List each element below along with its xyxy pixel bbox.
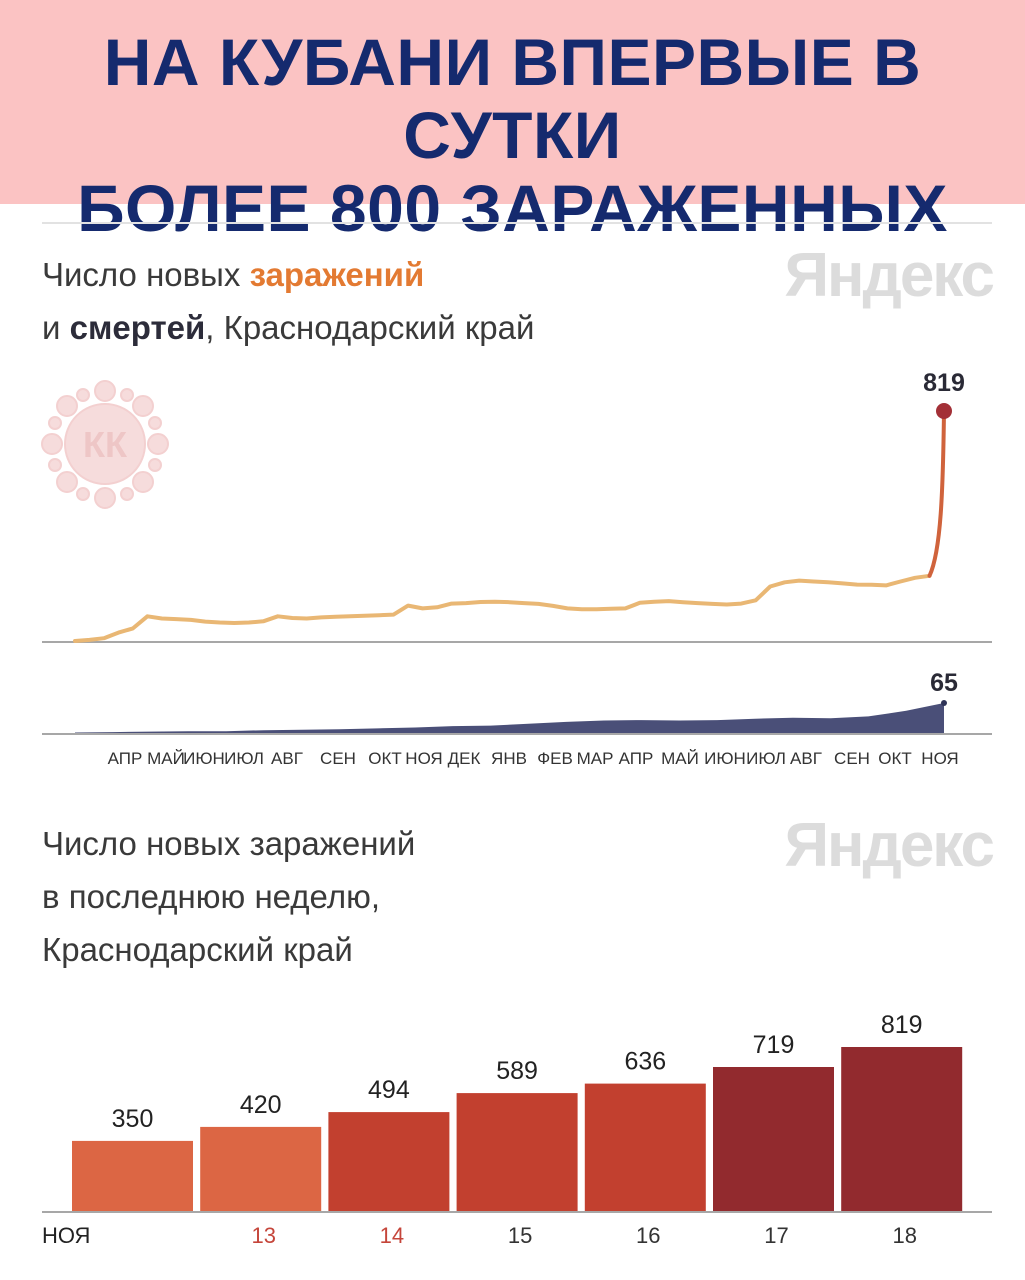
bars: 350 420 494 589 636 719 819 bbox=[72, 1011, 963, 1211]
month-tick: НОЯ bbox=[405, 749, 442, 768]
month-tick: ИЮН bbox=[704, 749, 746, 768]
month-tick: ДЕК bbox=[448, 749, 481, 768]
chart2-title-line-3: Краснодарский край bbox=[42, 931, 353, 968]
bar-value-label: 420 bbox=[240, 1091, 282, 1119]
month-tick: АВГ bbox=[271, 749, 303, 768]
yandex-logo-2: Яндекс bbox=[784, 811, 995, 880]
divider bbox=[42, 222, 992, 224]
day-tick: 14 bbox=[380, 1223, 404, 1248]
chart1-title-and: и bbox=[42, 309, 70, 346]
day-tick: 15 bbox=[508, 1223, 532, 1248]
deaths-end-label: 65 bbox=[930, 669, 958, 697]
bar bbox=[456, 1093, 578, 1211]
bar bbox=[841, 1047, 963, 1211]
month-tick: НОЯ bbox=[921, 749, 958, 768]
month-tick: МАЙ bbox=[147, 749, 185, 768]
month-tick: МАЙ bbox=[661, 749, 699, 768]
day-tick: 16 bbox=[636, 1223, 660, 1248]
chart1-title-deaths: смертей bbox=[69, 309, 206, 346]
cases-end-point bbox=[936, 403, 952, 419]
cases-end-label: 819 bbox=[923, 370, 965, 397]
cases-line bbox=[73, 573, 932, 643]
headline: НА КУБАНИ ВПЕРВЫЕ В СУТКИ БОЛЕЕ 800 ЗАРА… bbox=[0, 26, 1025, 245]
bar bbox=[713, 1067, 834, 1211]
bar-value-label: 636 bbox=[624, 1048, 666, 1076]
deaths-end-point bbox=[941, 700, 947, 706]
day-tick: 18 bbox=[892, 1223, 916, 1248]
bar bbox=[584, 1083, 706, 1211]
bar bbox=[328, 1112, 450, 1211]
bar-value-label: 350 bbox=[112, 1105, 154, 1133]
day-axis: НОЯ 13 14 15 16 17 18 bbox=[42, 1223, 917, 1248]
chart2-title: Число новых заражений в последнюю неделю… bbox=[42, 817, 415, 976]
chart2-title-line-2: в последнюю неделю, bbox=[42, 878, 380, 915]
bar bbox=[200, 1126, 322, 1211]
weekly-bar-chart: 350 420 494 589 636 719 819 НОЯ 13 14 15 16 17 18 bbox=[42, 1011, 992, 1248]
virus-logo-icon: КК bbox=[41, 380, 169, 509]
day-tick: НОЯ bbox=[42, 1223, 90, 1248]
month-tick: ОКТ bbox=[878, 749, 912, 768]
header-banner: НА КУБАНИ ВПЕРВЫЕ В СУТКИ БОЛЕЕ 800 ЗАРА… bbox=[0, 0, 1025, 245]
month-tick: ИЮН bbox=[183, 749, 225, 768]
month-tick: АПР bbox=[108, 749, 143, 768]
month-tick: АПР bbox=[619, 749, 654, 768]
chart1-title-region: , Краснодарский край bbox=[205, 309, 535, 346]
chart1-title-line-2: и смертей, Краснодарский край bbox=[42, 301, 534, 354]
month-tick: СЕН bbox=[320, 749, 356, 768]
bar-value-label: 819 bbox=[881, 1011, 923, 1039]
month-tick: СЕН bbox=[834, 749, 870, 768]
headline-line-2: БОЛЕЕ 800 ЗАРАЖЕННЫХ bbox=[77, 171, 948, 245]
chart2-title-line-1: Число новых заражений bbox=[42, 825, 416, 862]
day-tick: 17 bbox=[764, 1223, 788, 1248]
headline-line-1: НА КУБАНИ ВПЕРВЫЕ В СУТКИ bbox=[103, 25, 922, 172]
deaths-area bbox=[75, 703, 944, 733]
chart1-title-prefix: Число новых bbox=[42, 256, 250, 293]
bar bbox=[72, 1140, 193, 1211]
yandex-logo: Яндекс bbox=[784, 241, 995, 310]
day-tick: 13 bbox=[251, 1223, 275, 1248]
bar-value-label: 719 bbox=[753, 1031, 795, 1059]
month-tick: ОКТ bbox=[368, 749, 402, 768]
month-tick: АВГ bbox=[790, 749, 822, 768]
month-tick: ИЮЛ bbox=[224, 749, 264, 768]
cases-peak-segment bbox=[927, 409, 946, 578]
month-tick: ЯНВ bbox=[491, 749, 527, 768]
month-tick: ИЮЛ bbox=[746, 749, 786, 768]
month-tick: МАР bbox=[577, 749, 614, 768]
bar-value-label: 494 bbox=[368, 1076, 410, 1104]
virus-logo-text: КК bbox=[83, 424, 128, 465]
chart1-title-infections: заражений bbox=[249, 256, 425, 293]
chart1-title: Число новых заражений и смертей, Краснод… bbox=[42, 248, 534, 354]
bar-value-label: 589 bbox=[496, 1057, 538, 1085]
chart1-title-line-1: Число новых заражений bbox=[42, 248, 534, 301]
month-tick: ФЕВ bbox=[537, 749, 573, 768]
